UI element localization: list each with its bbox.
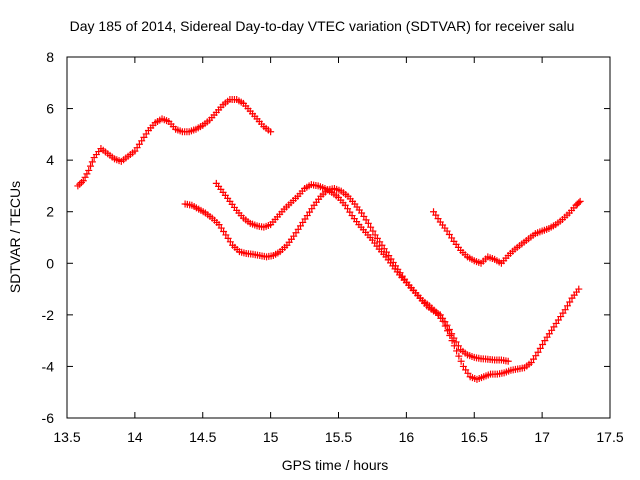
data-point: [79, 177, 87, 185]
axis-ticks: 13.5 14 14.5 15 15.5 16 16.5 17 17.5 -6 -4 -2 0 2 4 6 8: [42, 49, 624, 445]
data-point: [74, 182, 82, 190]
data-point: [87, 162, 95, 170]
data-point: [561, 306, 569, 314]
data-point: [539, 341, 547, 349]
data-point: [455, 352, 463, 360]
y-tick-label: 8: [46, 49, 54, 65]
series-1: [74, 96, 275, 190]
y-tick-label: -2: [42, 307, 55, 323]
y-tick-label: -6: [42, 410, 55, 426]
y-tick-label: -4: [42, 358, 55, 374]
data-point: [85, 166, 93, 174]
x-tick-label: 16.5: [461, 429, 488, 445]
data-point: [504, 357, 512, 365]
series-3: [181, 185, 583, 383]
x-tick-label: 13.5: [53, 429, 80, 445]
x-axis-label: GPS time / hours: [282, 457, 389, 473]
x-tick-label: 17: [534, 429, 550, 445]
y-tick-label: 2: [46, 204, 54, 220]
x-tick-label: 16: [399, 429, 415, 445]
x-tick-label: 17.5: [596, 429, 623, 445]
data-point: [81, 173, 89, 181]
series-2: [212, 179, 512, 365]
data-point: [83, 170, 91, 178]
data-point: [88, 158, 96, 166]
y-axis-label: SDTVAR / TECUs: [7, 181, 23, 293]
data-point: [367, 223, 375, 231]
data-point: [575, 199, 583, 207]
data-point: [369, 227, 377, 235]
data-point: [364, 219, 372, 227]
data-point: [448, 337, 456, 345]
data-point: [453, 347, 461, 355]
x-tick-label: 14.5: [189, 429, 216, 445]
data-point: [446, 331, 454, 339]
data-point: [439, 317, 447, 325]
x-tick-label: 15.5: [325, 429, 352, 445]
data-point: [76, 180, 84, 188]
data-point: [444, 327, 452, 335]
y-tick-label: 6: [46, 101, 54, 117]
data-point: [457, 357, 465, 365]
data-points: [74, 96, 584, 383]
data-point: [534, 348, 542, 356]
x-tick-label: 14: [127, 429, 143, 445]
data-point: [450, 342, 458, 350]
chart-title: Day 185 of 2014, Sidereal Day-to-day VTE…: [70, 18, 575, 34]
series-4: [430, 197, 584, 267]
data-point: [452, 338, 460, 346]
y-tick-label: 4: [46, 152, 54, 168]
x-tick-label: 15: [263, 429, 279, 445]
y-tick-label: 0: [46, 255, 54, 271]
data-point: [441, 322, 449, 330]
data-point: [536, 344, 544, 352]
data-point: [566, 298, 574, 306]
data-point: [576, 197, 584, 205]
data-point: [563, 302, 571, 310]
data-point: [575, 285, 583, 293]
data-point: [267, 128, 275, 136]
data-point: [77, 178, 85, 186]
